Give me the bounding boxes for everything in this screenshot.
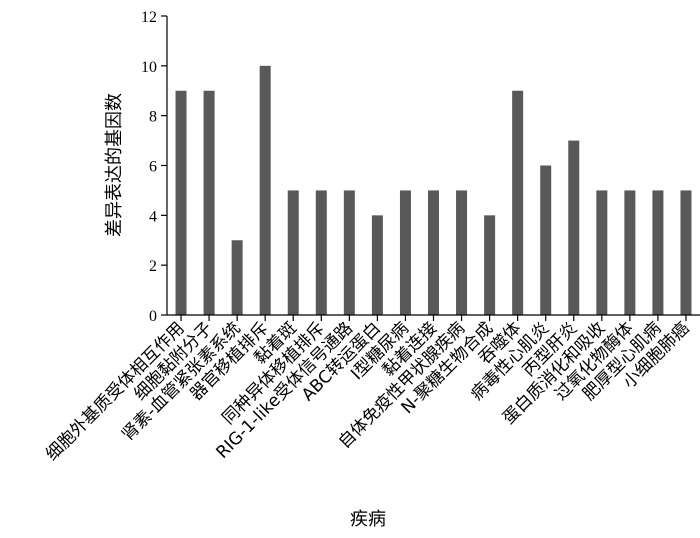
bar [203, 90, 215, 315]
bar [652, 190, 664, 315]
y-tick-label: 10 [141, 59, 157, 76]
y-tick-label: 4 [149, 208, 157, 225]
bar [680, 190, 692, 315]
bar [624, 190, 636, 315]
y-axis: 0 2 4 6 8 10 12 [141, 9, 168, 325]
bar [259, 65, 271, 315]
bar [315, 190, 327, 315]
x-axis-title: 疾病 [350, 509, 386, 530]
bar [456, 190, 468, 315]
bar [428, 190, 439, 315]
y-tick-label: 8 [149, 109, 157, 126]
bar [371, 215, 383, 315]
y-tick-label: 6 [149, 159, 157, 176]
y-tick-label: 12 [141, 9, 157, 26]
y-tick-label: 2 [149, 258, 157, 275]
bar [231, 240, 243, 315]
bar [287, 190, 299, 315]
bar [596, 190, 608, 315]
x-axis: 细胞外基质受体相互作用细胞黏附分子肾素-血管紧张素系统器官移植排斥黏着斑同种异体… [42, 314, 700, 465]
bar [568, 140, 580, 315]
bar [540, 165, 552, 315]
bar [512, 90, 524, 315]
bar [399, 190, 411, 315]
y-tick-label: 0 [149, 308, 157, 325]
bar [175, 90, 187, 315]
bar [484, 215, 496, 315]
bar [343, 190, 355, 315]
bars [175, 65, 692, 315]
y-axis-title: 差异表达的基因数 [104, 93, 125, 237]
